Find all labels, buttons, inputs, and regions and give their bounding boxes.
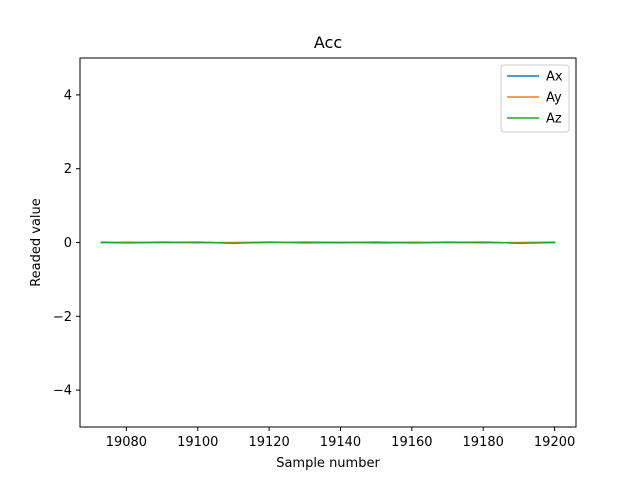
x-axis-label: Sample number [276, 456, 380, 471]
legend: Ax Ay Az [500, 64, 570, 133]
y-tick-label: 4 [64, 88, 72, 103]
x-tick-label: 19080 [106, 435, 147, 450]
x-tick-label: 19100 [177, 435, 218, 450]
x-tick-label: 19160 [391, 435, 432, 450]
x-tick-label: 19140 [320, 435, 361, 450]
x-tick-label: 19180 [463, 435, 504, 450]
chart-title: Acc [314, 33, 342, 52]
x-tick-label: 19200 [534, 435, 575, 450]
y-tick-label: 0 [64, 236, 72, 251]
legend-box [500, 64, 570, 133]
y-tick-label: 2 [64, 162, 72, 177]
legend-label-ax: Ax [546, 70, 563, 85]
legend-label-az: Az [546, 112, 562, 127]
y-tick-label: −2 [53, 310, 72, 325]
series-layer [100, 241, 556, 244]
y-axis-ticks: −4 −2 0 2 4 [53, 88, 80, 399]
legend-label-ay: Ay [546, 91, 562, 106]
series-line-az [100, 241, 556, 244]
x-axis-ticks: 19080 19100 19120 19140 19160 19180 19200 [106, 427, 575, 450]
x-tick-label: 19120 [248, 435, 289, 450]
y-tick-label: −4 [53, 384, 72, 399]
y-axis-label: Readed value [29, 198, 44, 287]
